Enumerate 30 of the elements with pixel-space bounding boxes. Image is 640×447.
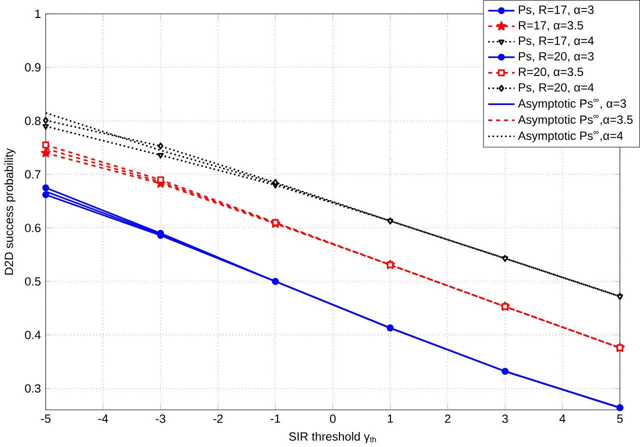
y-tick-label: 0.4 — [24, 330, 41, 339]
legend-label: Ps, R=17, α=3 — [518, 5, 594, 16]
x-tick-label: 0 — [330, 414, 336, 423]
y-tick-label: 0.6 — [24, 223, 41, 232]
legend-label: Ps, R=20, α=3 — [518, 52, 594, 62]
legend-label: Asymptotic Ps$^{∞}$, α=3 — [518, 98, 626, 110]
y-tick-label: 0.8 — [24, 116, 41, 125]
legend-label: Asymptotic Ps$^{∞}$,α=3.5 — [518, 114, 633, 126]
x-tick-label: -4 — [98, 414, 108, 422]
x-tick-label: -1 — [270, 414, 280, 422]
legend-label: R=17, α=3.5 — [518, 20, 584, 31]
x-tick-label: 3 — [502, 414, 508, 423]
y-tick-label: 0.3 — [24, 384, 41, 392]
legend-label: R=20, α=3.5 — [518, 67, 584, 78]
y-tick-label: 0.7 — [24, 170, 40, 178]
y-tick-label: 1 — [35, 10, 40, 18]
x-tick-label: -5 — [40, 414, 50, 423]
x-tick-label: -2 — [213, 414, 223, 423]
x-tick-label: 4 — [559, 414, 566, 422]
y-tick-label: 0.9 — [24, 62, 40, 72]
legend-label: Asymptotic Ps$^{∞}$,α=4 — [518, 130, 623, 142]
legend-label: Ps, R=17, α=4 — [518, 36, 594, 46]
x-tick-label: -3 — [156, 414, 166, 423]
y-tick-label: 0.5 — [24, 276, 41, 286]
x-tick-label: 1 — [388, 414, 393, 422]
x-axis-title: SIR threshold γ$_{th}$ — [289, 432, 376, 443]
y-axis-title: D2D success probability — [4, 148, 16, 274]
x-tick-label: 5 — [617, 414, 623, 423]
legend-label: Ps, R=20, α=4 — [518, 82, 594, 93]
x-tick-label: 2 — [444, 414, 450, 423]
